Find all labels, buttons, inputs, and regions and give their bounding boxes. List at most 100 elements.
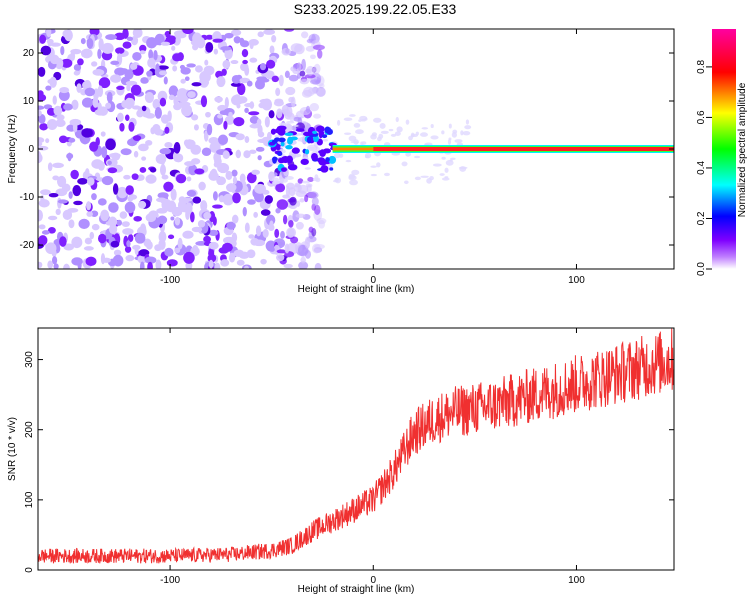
noise-blob	[275, 183, 286, 193]
noise-blob	[370, 173, 378, 177]
noise-blob	[147, 57, 156, 68]
noise-blob	[284, 70, 290, 79]
noise-blob	[268, 110, 275, 119]
noise-blob	[311, 197, 319, 206]
noise-blob	[38, 145, 49, 151]
noise-blob	[110, 74, 122, 83]
noise-blob	[71, 99, 79, 111]
noise-blob	[295, 128, 305, 132]
noise-blob	[269, 220, 274, 231]
noise-blob	[46, 39, 54, 44]
noise-blob	[285, 144, 293, 150]
noise-blob	[105, 34, 117, 41]
noise-blob	[144, 92, 155, 104]
noise-blob	[312, 243, 321, 254]
noise-blob	[91, 223, 100, 231]
noise-blob	[349, 114, 356, 117]
noise-blob	[301, 180, 310, 184]
noise-blob	[53, 105, 63, 116]
noise-blob	[294, 124, 299, 127]
noise-blob	[317, 157, 326, 164]
noise-blob	[249, 57, 258, 63]
noise-blob	[249, 41, 254, 50]
noise-blob	[182, 230, 194, 239]
noise-blob	[223, 120, 228, 130]
noise-blob	[124, 114, 130, 121]
noise-blob	[127, 97, 135, 108]
noise-blob	[61, 58, 73, 68]
noise-blob	[460, 130, 464, 136]
noise-blob	[328, 155, 337, 164]
noise-blob	[192, 43, 199, 51]
noise-blob	[167, 110, 172, 122]
noise-blob	[132, 29, 143, 38]
noise-blob	[83, 246, 94, 251]
noise-blob	[307, 176, 314, 183]
noise-blob	[444, 176, 449, 179]
noise-blob	[272, 156, 277, 164]
noise-blob	[108, 202, 119, 213]
noise-blob	[244, 222, 250, 233]
noise-blob	[157, 65, 169, 70]
noise-blob	[226, 221, 236, 230]
noise-blob	[125, 254, 135, 262]
noise-blob	[300, 31, 309, 39]
noise-blob	[180, 207, 192, 213]
spectrogram-heatmap	[38, 29, 674, 269]
noise-blob	[231, 169, 238, 177]
noise-blob	[140, 77, 149, 84]
noise-blob	[370, 165, 377, 168]
noise-blob	[264, 116, 270, 128]
noise-blob	[230, 82, 242, 87]
noise-blob	[284, 243, 290, 254]
noise-blob	[72, 184, 82, 197]
noise-blob	[395, 117, 399, 123]
noise-blob	[248, 149, 257, 154]
noise-blob	[155, 63, 160, 75]
noise-blob	[126, 83, 131, 92]
noise-blob	[76, 83, 82, 93]
noise-blob	[444, 167, 449, 173]
noise-blob	[405, 119, 410, 125]
noise-blob	[280, 141, 285, 147]
noise-blob	[148, 49, 154, 60]
noise-blob	[132, 51, 142, 61]
noise-blob	[205, 34, 214, 40]
noise-blob	[172, 65, 178, 72]
noise-blob	[130, 84, 142, 96]
noise-blob	[271, 177, 280, 182]
noise-blob	[73, 200, 83, 206]
noise-blob	[325, 157, 330, 162]
noise-blob	[126, 36, 134, 41]
noise-blob	[172, 151, 180, 162]
noise-blob	[38, 235, 48, 246]
noise-blob	[421, 127, 429, 130]
noise-blob	[233, 36, 241, 44]
noise-blob	[124, 201, 136, 214]
noise-blob	[91, 159, 104, 169]
noise-blob	[125, 185, 134, 195]
noise-blob	[67, 152, 72, 162]
noise-blob	[97, 198, 107, 206]
noise-blob	[50, 42, 61, 47]
noise-blob	[228, 252, 236, 263]
noise-blob	[55, 208, 61, 215]
noise-blob	[216, 176, 227, 186]
noise-blob	[308, 87, 321, 95]
noise-blob	[214, 262, 221, 269]
noise-blob	[217, 114, 223, 119]
noise-blob	[182, 29, 194, 35]
noise-blob	[279, 178, 288, 183]
noise-blob	[222, 242, 233, 252]
noise-blob	[212, 216, 217, 226]
noise-blob	[345, 159, 352, 163]
noise-blob	[71, 236, 83, 249]
noise-blob	[203, 211, 211, 220]
noise-blob	[112, 183, 119, 195]
colorbar-tick-label: 0.8	[696, 60, 707, 74]
noise-blob	[270, 128, 276, 135]
noise-blob	[122, 41, 132, 49]
noise-blob	[206, 123, 213, 136]
noise-blob	[53, 263, 59, 269]
